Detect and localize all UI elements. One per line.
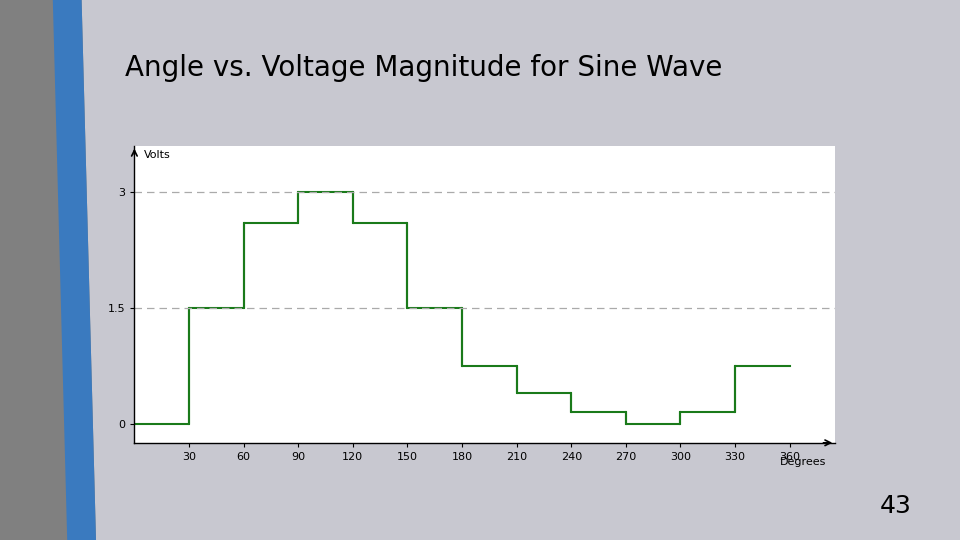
Text: Angle vs. Voltage Magnitude for Sine Wave: Angle vs. Voltage Magnitude for Sine Wav… bbox=[125, 54, 722, 82]
Text: Degrees: Degrees bbox=[780, 457, 827, 467]
Text: Volts: Volts bbox=[143, 150, 170, 160]
Text: 43: 43 bbox=[880, 495, 912, 518]
